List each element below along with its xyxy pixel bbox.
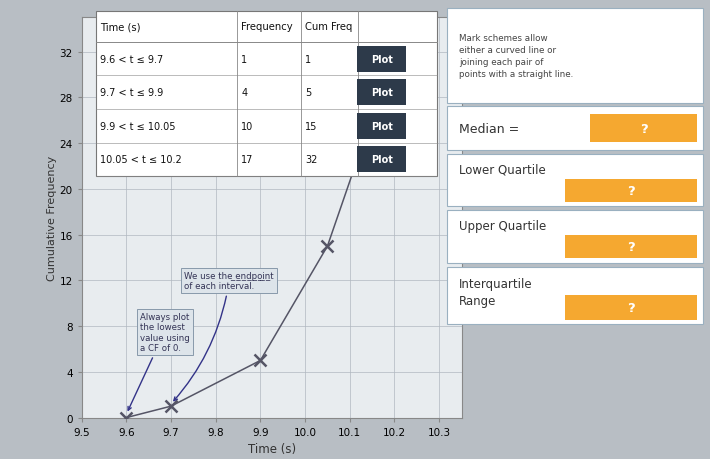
Text: ?: ? <box>628 301 635 314</box>
X-axis label: Time (s): Time (s) <box>248 442 295 455</box>
Text: Upper Quartile: Upper Quartile <box>459 219 547 232</box>
Y-axis label: Cumulative Frequency: Cumulative Frequency <box>47 156 57 280</box>
Text: Frequency: Frequency <box>241 22 293 32</box>
Text: 9.6 < t ≤ 9.7: 9.6 < t ≤ 9.7 <box>100 55 163 64</box>
Text: 32: 32 <box>305 155 317 165</box>
Text: We use the ̲e̲n̲d̲p̲o̲i̲n̲t
of each interval.: We use the ̲e̲n̲d̲p̲o̲i̲n̲t of each inte… <box>174 271 274 401</box>
Text: Interquartile: Interquartile <box>459 277 533 290</box>
Text: ?: ? <box>628 241 635 254</box>
FancyBboxPatch shape <box>357 113 406 140</box>
Text: 1: 1 <box>305 55 312 64</box>
FancyBboxPatch shape <box>96 11 437 177</box>
Text: 17: 17 <box>241 155 253 165</box>
FancyBboxPatch shape <box>357 80 406 106</box>
Text: Range: Range <box>459 295 497 308</box>
Text: Plot: Plot <box>371 155 393 165</box>
FancyBboxPatch shape <box>447 154 703 207</box>
FancyBboxPatch shape <box>565 295 697 320</box>
FancyBboxPatch shape <box>565 179 697 202</box>
FancyBboxPatch shape <box>565 236 697 259</box>
Text: ?: ? <box>640 122 648 135</box>
FancyBboxPatch shape <box>447 107 703 151</box>
Text: Time (s): Time (s) <box>100 22 141 32</box>
FancyBboxPatch shape <box>357 147 406 173</box>
FancyBboxPatch shape <box>357 46 406 73</box>
FancyBboxPatch shape <box>590 115 697 142</box>
Text: 9.9 < t ≤ 10.05: 9.9 < t ≤ 10.05 <box>100 122 175 131</box>
Text: 10.05 < t ≤ 10.2: 10.05 < t ≤ 10.2 <box>100 155 182 165</box>
Text: Plot: Plot <box>371 55 393 64</box>
Text: 15: 15 <box>305 122 317 131</box>
Text: 1: 1 <box>241 55 248 64</box>
FancyBboxPatch shape <box>447 211 703 263</box>
Text: Cum Freq: Cum Freq <box>305 22 353 32</box>
Text: 10: 10 <box>241 122 253 131</box>
Text: Lower Quartile: Lower Quartile <box>459 163 546 176</box>
Text: 9.7 < t ≤ 9.9: 9.7 < t ≤ 9.9 <box>100 88 163 98</box>
FancyBboxPatch shape <box>447 267 703 325</box>
Text: Median =: Median = <box>459 122 520 135</box>
Text: 4: 4 <box>241 88 248 98</box>
Text: ?: ? <box>628 185 635 197</box>
Text: Plot: Plot <box>371 122 393 131</box>
Text: Always plot
the lowest
value using
a CF of 0.: Always plot the lowest value using a CF … <box>128 312 190 410</box>
FancyBboxPatch shape <box>447 9 703 103</box>
Text: Plot: Plot <box>371 88 393 98</box>
Text: 5: 5 <box>305 88 312 98</box>
Text: Mark schemes allow
either a curved line or
joining each pair of
points with a st: Mark schemes allow either a curved line … <box>459 34 574 79</box>
